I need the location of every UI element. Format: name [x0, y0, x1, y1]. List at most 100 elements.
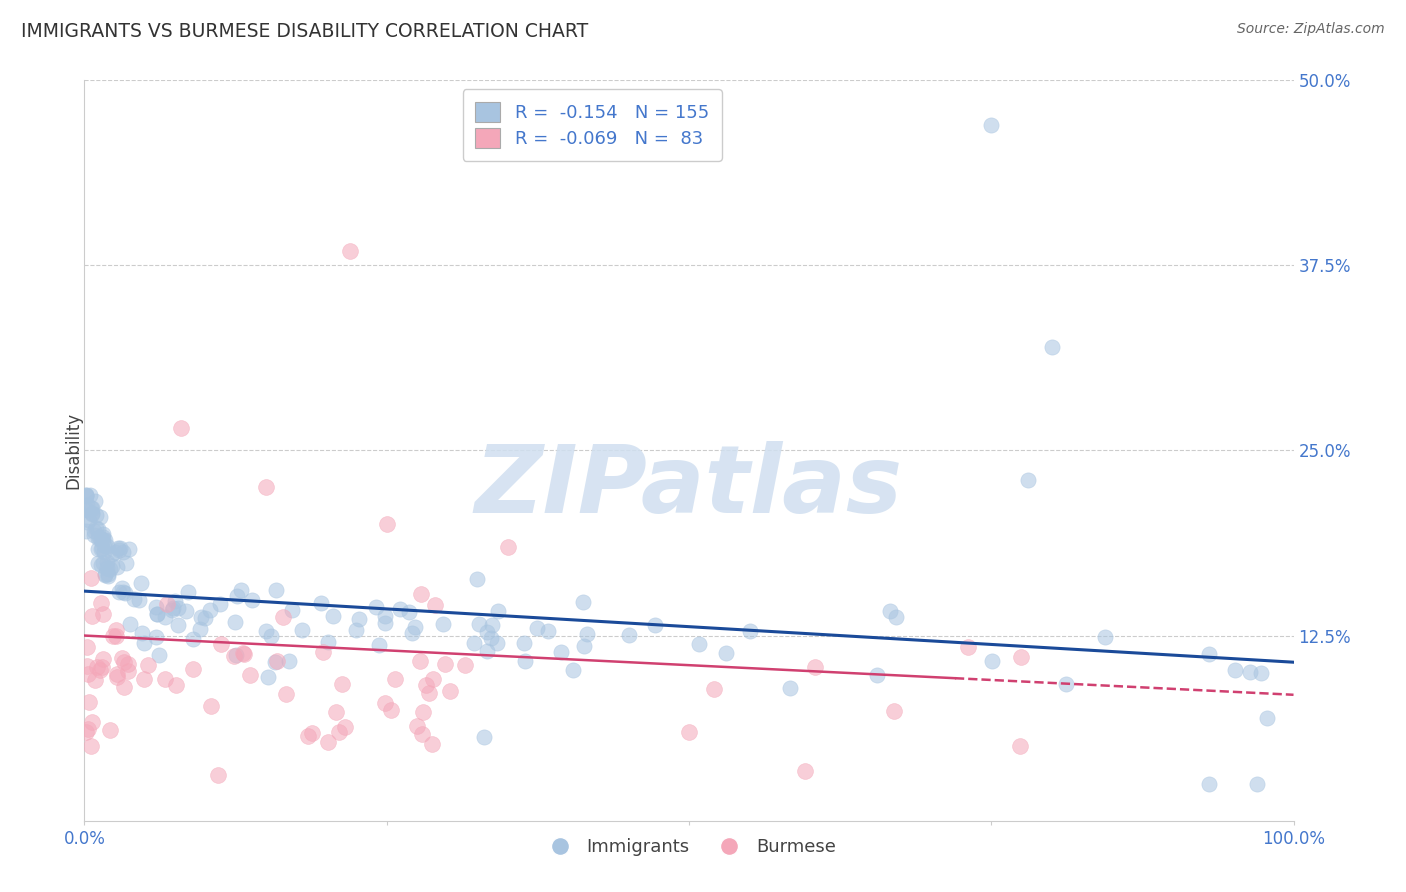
Point [406, 719, 429, 733]
Point [404, 620, 426, 634]
Point [97, 569, 120, 583]
Point [232, 647, 254, 661]
Point [515, 654, 537, 668]
Point [398, 605, 420, 619]
Point [572, 639, 595, 653]
Point [208, 597, 231, 611]
Point [148, 648, 170, 662]
Y-axis label: Disability: Disability [65, 412, 82, 489]
Point [264, 582, 287, 597]
Point [79, 488, 101, 502]
Point [200, 699, 222, 714]
Point [194, 611, 217, 625]
Point [163, 594, 186, 608]
Point [105, 669, 128, 683]
Point [77, 666, 100, 681]
Point [388, 602, 411, 616]
Point [1250, 665, 1272, 680]
Point [131, 576, 153, 591]
Point [779, 681, 801, 696]
Point [174, 604, 197, 618]
Point [316, 735, 339, 749]
Point [477, 625, 499, 640]
Point [145, 599, 167, 614]
Point [77, 696, 100, 710]
Point [108, 585, 131, 599]
Point [75, 488, 97, 502]
Point [274, 687, 297, 701]
Point [120, 617, 142, 632]
Point [222, 648, 245, 663]
Point [170, 421, 193, 435]
Point [374, 696, 396, 710]
Point [87, 541, 110, 556]
Point [422, 673, 444, 687]
Point [105, 667, 128, 681]
Point [367, 638, 389, 652]
Point [401, 625, 423, 640]
Point [366, 599, 388, 614]
Point [271, 609, 294, 624]
Point [1198, 776, 1220, 791]
Point [91, 652, 114, 666]
Point [239, 668, 262, 682]
Point [312, 645, 335, 659]
Point [162, 601, 184, 615]
Point [380, 704, 402, 718]
Point [101, 548, 124, 562]
Point [254, 480, 277, 494]
Point [1010, 650, 1032, 665]
Point [188, 623, 211, 637]
Point [1239, 665, 1261, 679]
Point [409, 654, 432, 668]
Point [301, 725, 323, 739]
Point [374, 616, 396, 631]
Point [281, 602, 304, 616]
Point [866, 668, 889, 682]
Point [257, 670, 280, 684]
Point [98, 561, 121, 575]
Point [225, 648, 247, 662]
Point [107, 541, 129, 555]
Point [80, 739, 103, 754]
Point [1198, 647, 1220, 661]
Point [562, 663, 585, 677]
Point [1256, 711, 1278, 725]
Point [82, 609, 104, 624]
Point [883, 704, 905, 718]
Point [80, 571, 103, 585]
Point [1040, 340, 1063, 354]
Point [740, 624, 762, 638]
Point [146, 607, 169, 621]
Point [344, 623, 367, 637]
Point [571, 595, 593, 609]
Point [105, 629, 128, 643]
Point [418, 686, 440, 700]
Point [76, 640, 98, 654]
Point [80, 506, 103, 520]
Point [111, 585, 134, 599]
Point [80, 501, 103, 516]
Point [77, 513, 100, 527]
Point [190, 609, 212, 624]
Point [884, 609, 907, 624]
Point [134, 636, 156, 650]
Text: ZIPatlas: ZIPatlas [475, 442, 903, 533]
Point [335, 720, 357, 734]
Point [90, 596, 112, 610]
Point [513, 636, 536, 650]
Point [96, 555, 118, 569]
Point [339, 244, 361, 258]
Point [103, 629, 125, 643]
Point [309, 596, 332, 610]
Point [165, 678, 187, 692]
Point [94, 567, 117, 582]
Point [128, 593, 150, 607]
Point [117, 657, 139, 672]
Point [1223, 663, 1246, 677]
Point [94, 533, 117, 548]
Point [77, 722, 100, 736]
Point [76, 515, 98, 529]
Point [84, 508, 107, 523]
Point [981, 654, 1004, 668]
